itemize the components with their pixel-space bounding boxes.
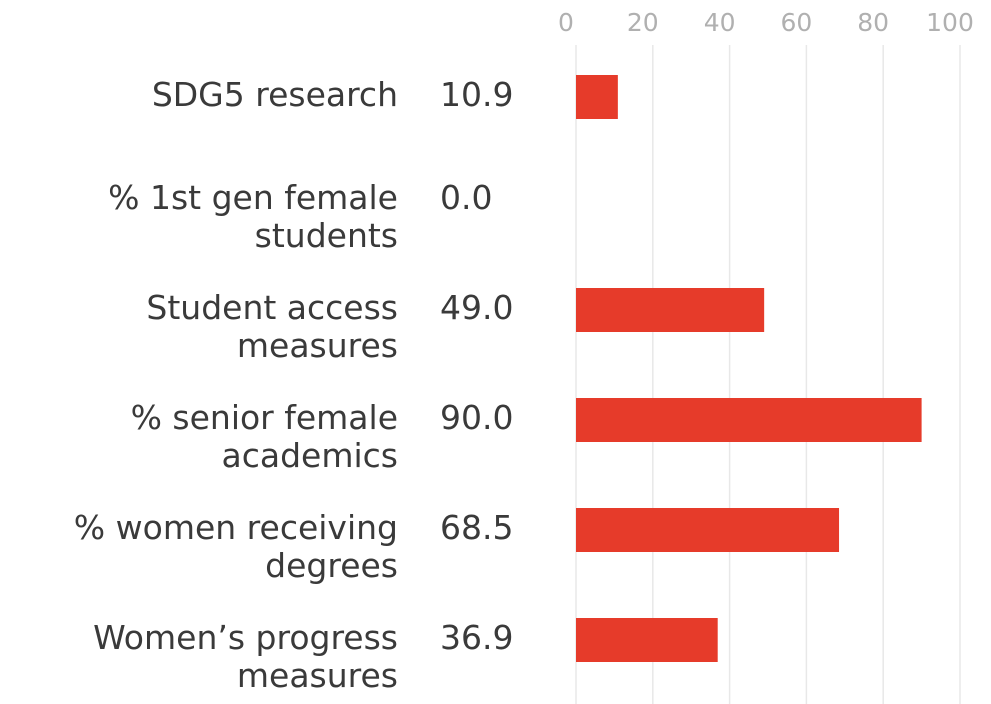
bar: [576, 508, 840, 552]
value-label: 10.9: [440, 75, 514, 114]
value-label: 36.9: [440, 618, 514, 657]
x-tick-label: 80: [857, 8, 889, 37]
category-label: % 1st gen female students: [108, 178, 398, 255]
bar: [576, 398, 922, 442]
bar: [576, 288, 765, 332]
category-label: % women receiving degrees: [73, 508, 398, 585]
category-label: Women’s progress measures: [93, 618, 398, 695]
x-tick-label: 0: [558, 8, 574, 37]
bar: [576, 75, 618, 119]
value-label: 90.0: [440, 398, 514, 437]
x-tick-label: 60: [780, 8, 812, 37]
bar: [576, 618, 718, 662]
value-label: 49.0: [440, 288, 514, 327]
category-label: Student access measures: [146, 288, 398, 365]
category-label: SDG5 research: [151, 75, 398, 114]
x-tick-label: 20: [627, 8, 659, 37]
value-label: 68.5: [440, 508, 514, 547]
x-tick-label: 100: [926, 8, 974, 37]
x-tick-label: 40: [704, 8, 736, 37]
value-label: 0.0: [440, 178, 493, 217]
category-label: % senior female academics: [130, 398, 398, 475]
